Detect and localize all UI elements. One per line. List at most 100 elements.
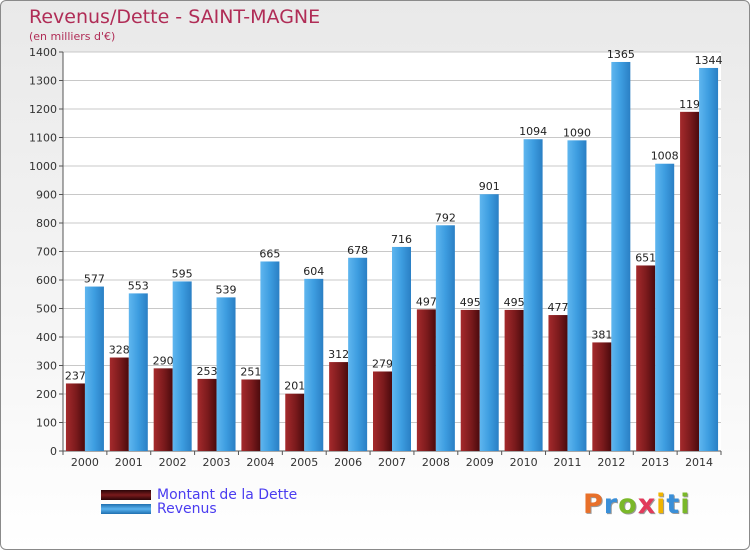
y-tick-label: 100 — [36, 417, 57, 430]
bar-dette — [197, 378, 217, 451]
y-tick-label: 200 — [36, 388, 57, 401]
data-label: 251 — [240, 365, 261, 378]
logo-letter: P — [583, 489, 604, 520]
bar-revenus — [172, 281, 192, 451]
data-label: 1365 — [607, 48, 635, 61]
data-label: 792 — [435, 211, 456, 224]
data-label: 312 — [328, 348, 349, 361]
data-label: 477 — [547, 301, 568, 314]
x-tick-label: 2014 — [685, 456, 713, 469]
y-tick-label: 1200 — [29, 103, 57, 116]
bar-dette — [285, 393, 305, 451]
data-label: 901 — [479, 180, 500, 193]
y-tick-label: 800 — [36, 217, 57, 230]
bar-revenus — [348, 257, 368, 451]
x-tick-label: 2007 — [378, 456, 406, 469]
bar-dette — [241, 379, 261, 451]
logo-letter: x — [637, 489, 657, 520]
data-label: 678 — [347, 244, 368, 257]
data-label: 665 — [259, 247, 280, 260]
legend-label-revenus: Revenus — [157, 501, 217, 517]
x-tick-label: 2013 — [641, 456, 669, 469]
bar-dette — [592, 342, 612, 451]
y-tick-label: 1400 — [29, 46, 57, 59]
bar-revenus — [479, 194, 499, 451]
logo-letter: o — [618, 489, 638, 520]
y-tick-label: 900 — [36, 189, 57, 202]
x-tick-label: 2003 — [203, 456, 231, 469]
data-label: 1094 — [519, 125, 547, 138]
x-tick-label: 2002 — [159, 456, 187, 469]
data-label: 237 — [65, 369, 86, 382]
y-tick-label: 600 — [36, 274, 57, 287]
bar-dette — [680, 111, 700, 451]
x-tick-label: 2009 — [466, 456, 494, 469]
y-tick-label: 0 — [50, 445, 57, 458]
data-label: 381 — [591, 328, 612, 341]
logo-letter: r — [603, 489, 619, 520]
legend-swatch-dette — [101, 490, 151, 500]
bar-revenus — [128, 293, 148, 451]
bar-dette — [109, 357, 129, 451]
x-tick-label: 2012 — [597, 456, 625, 469]
bar-dette — [504, 309, 524, 451]
bar-revenus — [304, 278, 324, 451]
bar-dette — [373, 371, 392, 451]
y-tick-label: 500 — [36, 303, 57, 316]
bar-revenus — [435, 225, 455, 451]
x-tick-label: 2001 — [115, 456, 143, 469]
x-tick-label: 2004 — [246, 456, 274, 469]
y-tick-label: 1100 — [29, 132, 57, 145]
data-label: 651 — [635, 251, 656, 264]
y-tick-label: 700 — [36, 246, 57, 259]
x-tick-label: 2005 — [290, 456, 318, 469]
y-tick-label: 1300 — [29, 75, 57, 88]
data-label: 253 — [197, 365, 218, 378]
data-label: 119 — [679, 98, 700, 111]
chart-subtitle: (en milliers d'€) — [29, 30, 116, 43]
bar-dette — [153, 368, 173, 451]
data-label: 539 — [216, 283, 237, 296]
data-label: 279 — [372, 357, 393, 370]
bar-revenus — [611, 61, 631, 451]
data-label: 201 — [284, 380, 305, 393]
bar-revenus — [260, 261, 280, 451]
legend-item-revenus: Revenus — [101, 501, 217, 517]
y-tick-label: 300 — [36, 360, 57, 373]
x-tick-label: 2008 — [422, 456, 450, 469]
data-label: 495 — [460, 296, 481, 309]
data-label: 604 — [303, 265, 324, 278]
bar-dette — [329, 362, 349, 451]
bar-revenus — [567, 140, 587, 451]
bar-revenus — [216, 297, 236, 451]
bar-dette — [416, 309, 436, 451]
bar-revenus — [392, 246, 411, 451]
logo-letter: i — [656, 489, 667, 520]
x-tick-label: 2010 — [510, 456, 538, 469]
bar-revenus — [84, 286, 104, 451]
proxiti-logo: Proxiti — [583, 489, 691, 520]
legend-item-dette: Montant de la Dette — [101, 487, 297, 503]
x-tick-label: 2011 — [553, 456, 581, 469]
data-label: 577 — [84, 273, 105, 286]
logo-letter: t — [666, 489, 681, 520]
bar-dette — [460, 309, 480, 451]
x-tick-label: 2000 — [71, 456, 99, 469]
x-tick-label: 2006 — [334, 456, 362, 469]
bar-revenus — [655, 163, 675, 451]
bar-revenus — [523, 139, 543, 451]
legend-swatch-revenus — [101, 504, 151, 514]
data-label: 495 — [504, 296, 525, 309]
data-label: 1344 — [695, 54, 723, 67]
logo-letter: i — [680, 489, 691, 520]
data-label: 1008 — [651, 150, 679, 163]
bar-revenus — [699, 67, 719, 452]
bar-dette — [636, 265, 656, 451]
data-label: 328 — [109, 344, 130, 357]
data-label: 1090 — [563, 126, 591, 139]
y-tick-label: 400 — [36, 331, 57, 344]
bar-dette — [548, 315, 568, 451]
y-tick-label: 1000 — [29, 160, 57, 173]
